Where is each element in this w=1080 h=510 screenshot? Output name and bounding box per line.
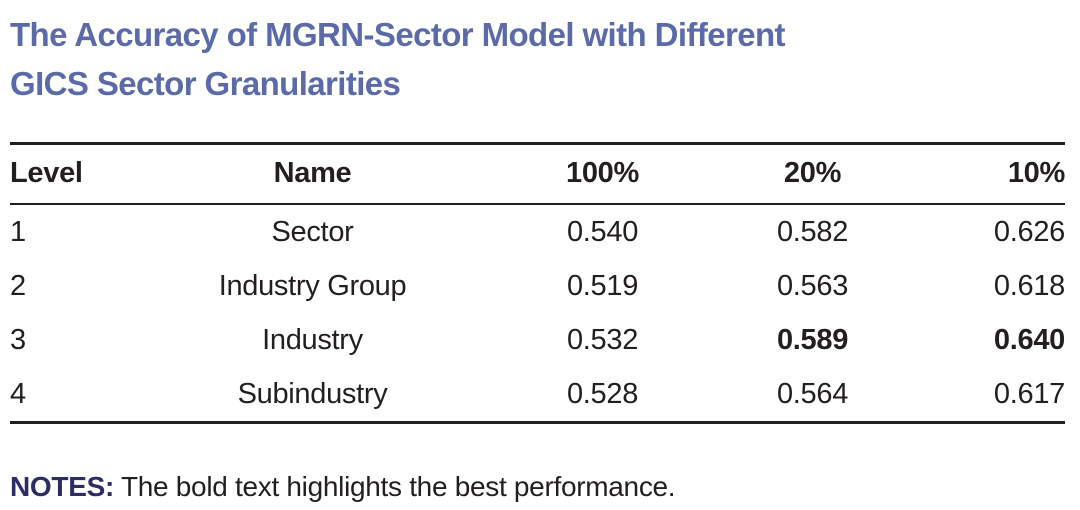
exhibit-title-line-2: GICS Sector Granularities xyxy=(10,65,401,102)
table-row: 3 Industry 0.532 0.589 0.640 xyxy=(10,313,1065,367)
table-row: 2 Industry Group 0.519 0.563 0.618 xyxy=(10,259,1065,313)
cell-value-10pct: 0.618 xyxy=(993,270,1065,302)
exhibit-title-line-1: The Accuracy of MGRN-Sector Model with D… xyxy=(10,16,786,53)
column-header-10pct: 10% xyxy=(885,143,1065,205)
cell-value-100pct: 0.528 xyxy=(566,378,639,410)
column-header-level: Level xyxy=(10,143,160,205)
column-header-name: Name xyxy=(160,143,465,205)
column-header-20pct: 20% xyxy=(740,143,885,205)
table-header-row: Level Name 100% 20% 10% xyxy=(10,143,1065,205)
cell-value-10pct: 0.617 xyxy=(993,378,1065,410)
cell-name: Industry Group xyxy=(218,270,407,302)
cell-value-20pct: 0.589 xyxy=(776,324,849,356)
cell-name: Industry xyxy=(262,324,363,356)
cell-name: Sector xyxy=(271,216,354,248)
cell-value-10pct: 0.640 xyxy=(993,324,1065,356)
notes-text: The bold text highlights the best perfor… xyxy=(113,471,676,502)
cell-name: Subindustry xyxy=(237,378,388,410)
cell-level: 3 xyxy=(10,324,26,356)
accuracy-table: Level Name 100% 20% 10% 1 Sector 0.540 0.58… xyxy=(10,142,1065,424)
cell-value-20pct: 0.564 xyxy=(776,378,849,410)
notes-label: NOTES: xyxy=(10,471,114,502)
cell-value-10pct: 0.626 xyxy=(993,216,1065,248)
cell-level: 4 xyxy=(10,378,26,410)
cell-level: 1 xyxy=(10,216,26,248)
table-row: 1 Sector 0.540 0.582 0.626 xyxy=(10,204,1065,259)
table-notes: NOTES: The bold text highlights the best… xyxy=(10,470,1065,504)
table-header: Level Name 100% 20% 10% xyxy=(10,143,1065,205)
cell-value-20pct: 0.582 xyxy=(776,216,849,248)
table-row: 4 Subindustry 0.528 0.564 0.617 xyxy=(10,367,1065,423)
cell-level: 2 xyxy=(10,270,26,302)
table-body: 1 Sector 0.540 0.582 0.626 2 Industry Group 0.5… xyxy=(10,204,1065,423)
cell-value-20pct: 0.563 xyxy=(776,270,849,302)
cell-value-100pct: 0.519 xyxy=(566,270,639,302)
cell-value-100pct: 0.540 xyxy=(566,216,639,248)
exhibit-title: The Accuracy of MGRN-Sector Model with D… xyxy=(10,10,1065,108)
column-header-100pct: 100% xyxy=(465,143,740,205)
cell-value-100pct: 0.532 xyxy=(566,324,639,356)
